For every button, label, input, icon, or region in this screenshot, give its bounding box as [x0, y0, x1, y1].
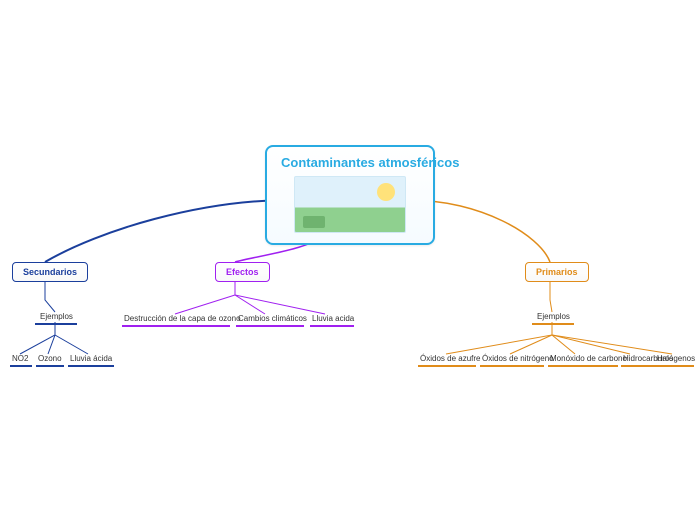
sec-leaf-1: Ozono: [38, 354, 62, 363]
ef-leaf-0: Destrucción de la capa de ozono: [124, 314, 241, 323]
underline: [532, 323, 574, 325]
ef-leaf-2: Lluvia acida: [312, 314, 354, 323]
branch-secundarios[interactable]: Secundarios: [12, 262, 88, 282]
underline: [418, 365, 476, 367]
underline: [35, 323, 77, 325]
root-title: Contaminantes atmosféricos: [281, 155, 419, 170]
underline: [236, 325, 304, 327]
prim-leaf-4: Halógenos: [657, 354, 695, 363]
underline: [548, 365, 618, 367]
underline: [36, 365, 64, 367]
secundarios-sub: Ejemplos: [40, 312, 73, 321]
underline: [480, 365, 544, 367]
underline: [68, 365, 114, 367]
sec-leaf-0: NO2: [12, 354, 28, 363]
sec-leaf-2: Lluvia ácida: [70, 354, 112, 363]
root-image: [294, 176, 406, 233]
prim-leaf-2: Monóxido de carbono: [550, 354, 627, 363]
branch-primarios[interactable]: Primarios: [525, 262, 589, 282]
primarios-sub: Ejemplos: [537, 312, 570, 321]
underline: [10, 365, 32, 367]
root-node[interactable]: Contaminantes atmosféricos: [265, 145, 435, 245]
underline: [310, 325, 354, 327]
prim-leaf-1: Óxidos de nitrógeno: [482, 354, 554, 363]
underline: [122, 325, 230, 327]
prim-leaf-0: Óxidos de azufre: [420, 354, 480, 363]
branch-efectos[interactable]: Efectos: [215, 262, 270, 282]
underline: [656, 365, 694, 367]
connector-svg: [0, 0, 696, 520]
ef-leaf-1: Cambios climáticos: [238, 314, 307, 323]
